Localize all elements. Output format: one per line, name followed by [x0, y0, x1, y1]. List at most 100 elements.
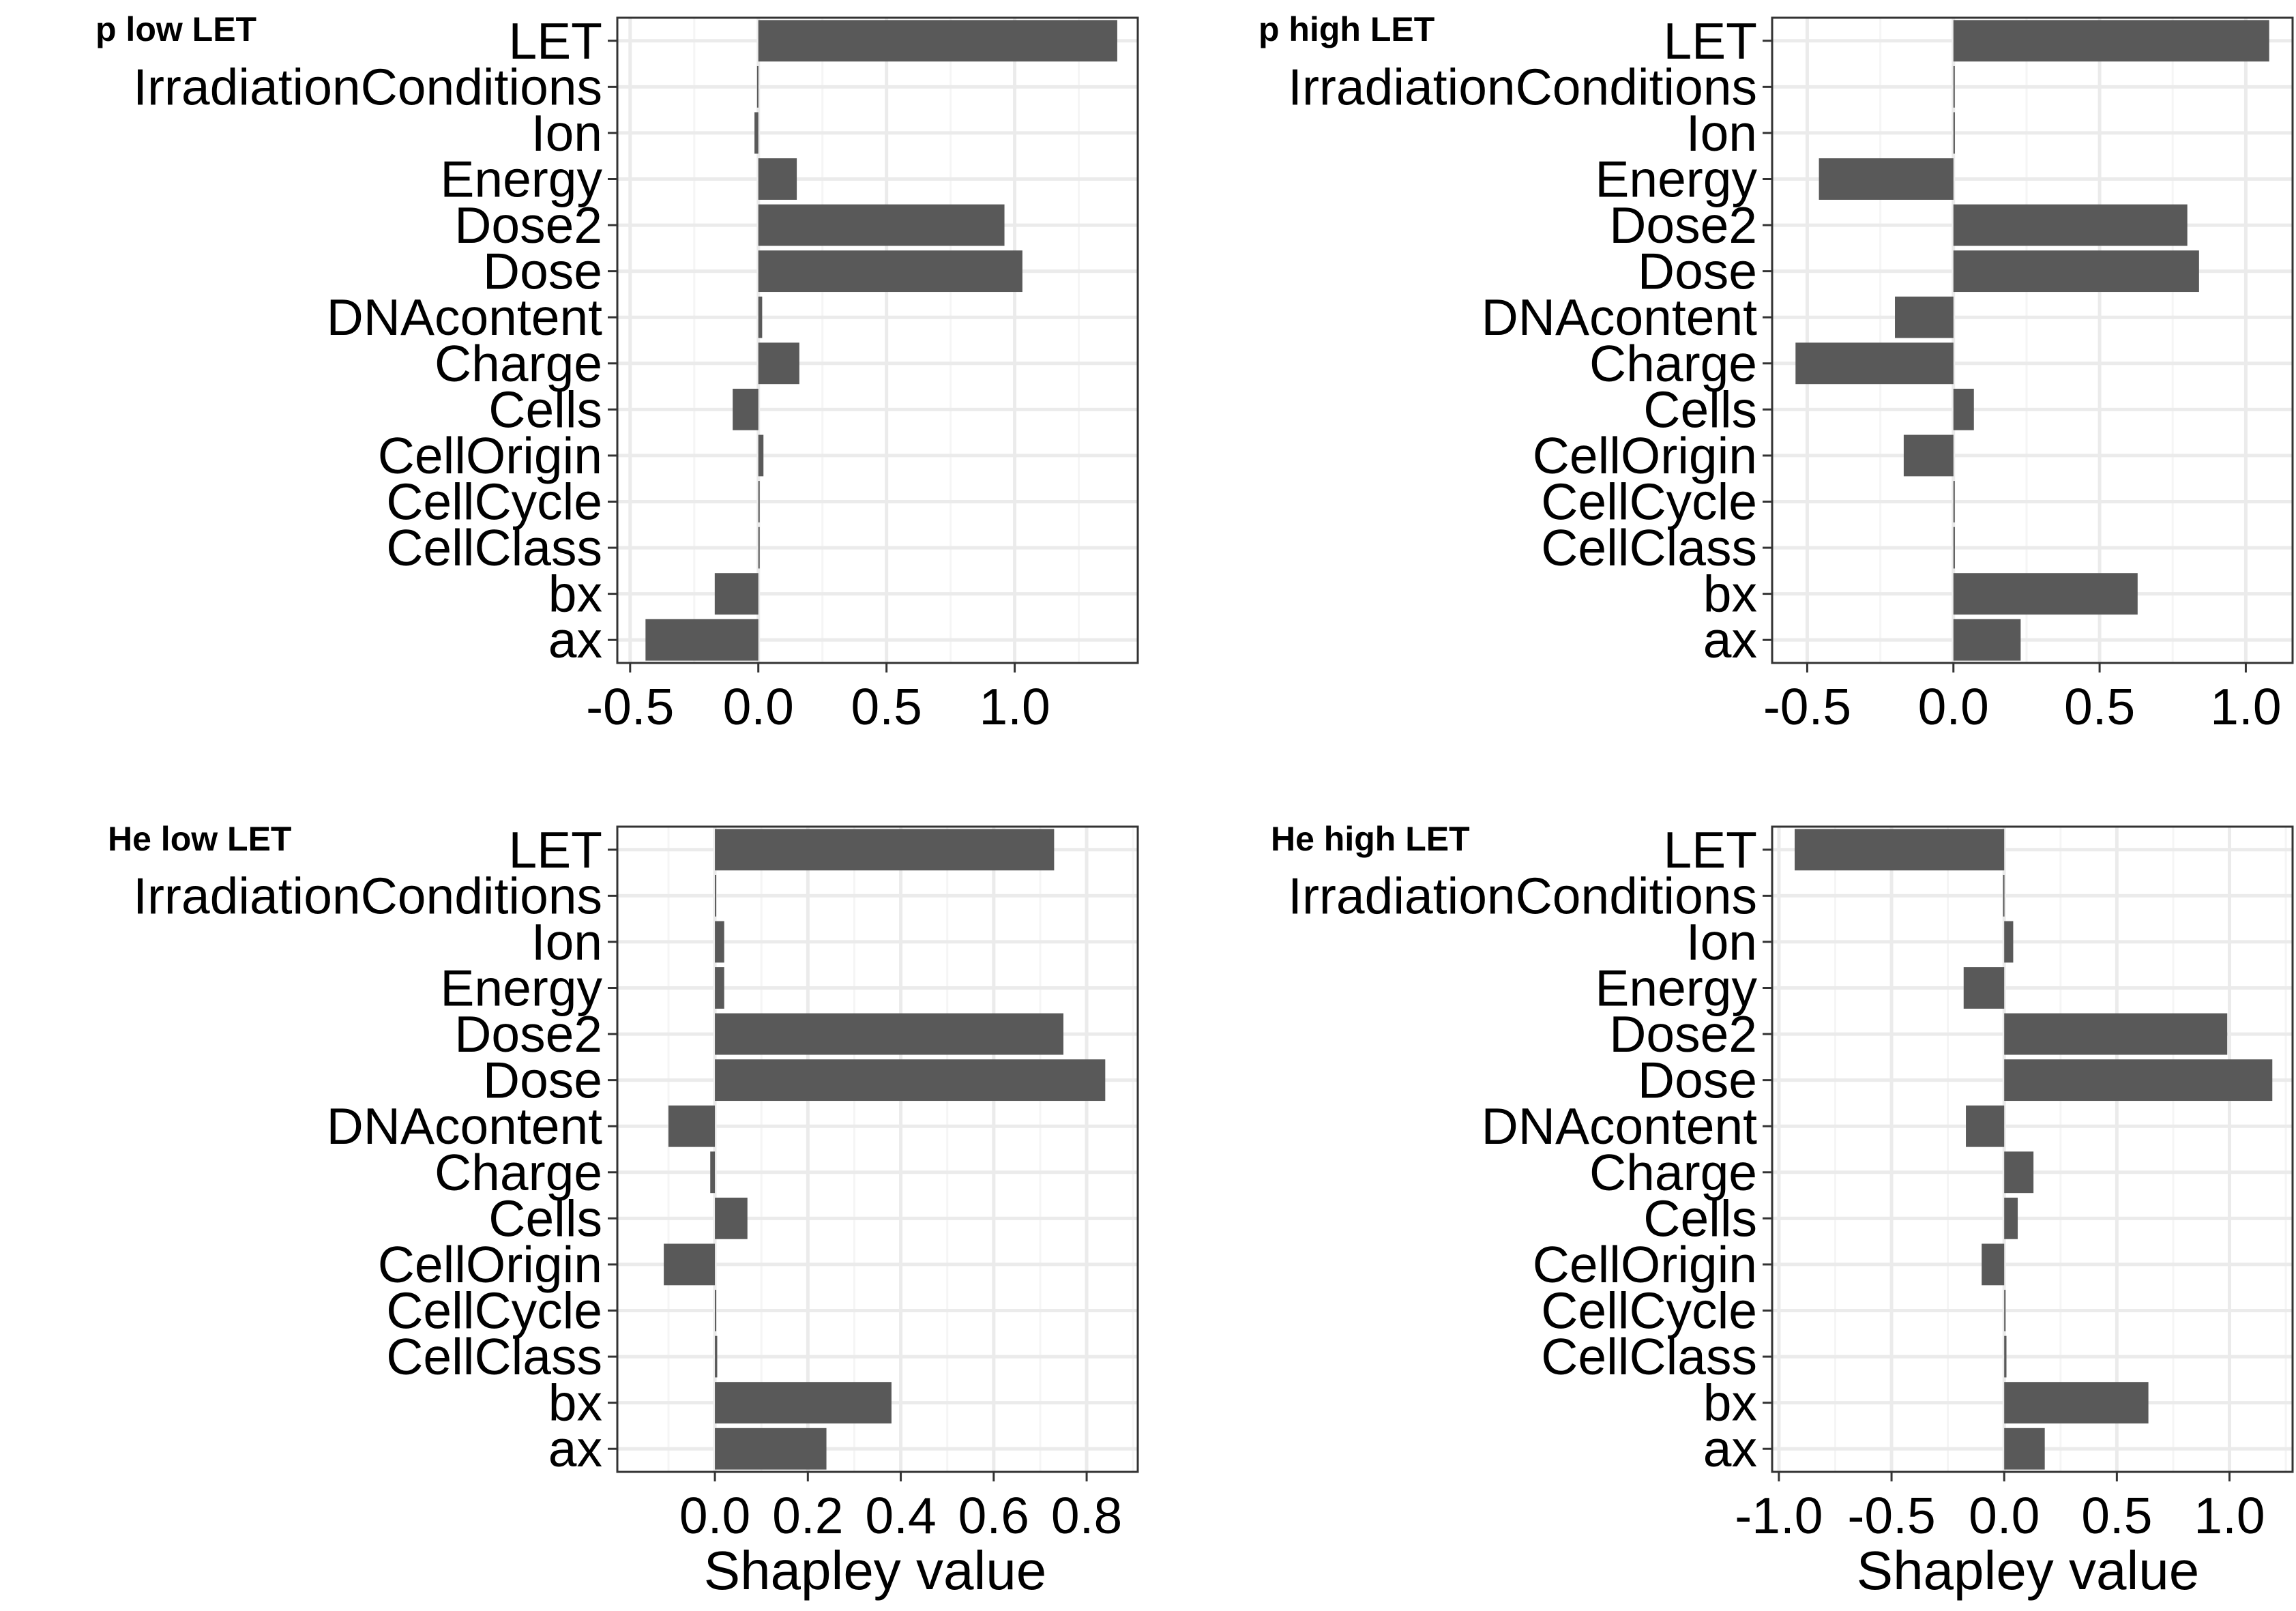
category-label: Cells — [1643, 381, 1757, 438]
category-label: DNAcontent — [1482, 289, 1758, 346]
bar-charge — [758, 342, 799, 385]
category-label: Energy — [440, 960, 602, 1017]
category-axis-labels: LETIrradiationConditionsIonEnergyDose2Do… — [1288, 12, 1772, 668]
panel-border — [616, 825, 1139, 1473]
category-label: IrradiationConditions — [133, 58, 602, 115]
bar-bx — [714, 573, 759, 615]
x-axis-ticks: 0.0 0.2 0.4 0.6 0.8 — [679, 1472, 1122, 1544]
category-label: DNAcontent — [327, 289, 603, 346]
bar-dose2 — [758, 204, 1005, 246]
bar-bx — [715, 1382, 892, 1424]
bar-dose — [1953, 250, 2199, 293]
x-tick-label: 1.0 — [979, 678, 1050, 735]
x-axis-ticks: -1.0 -0.5 0.0 0.5 1.0 — [1735, 1472, 2265, 1544]
category-label: Dose2 — [454, 1005, 602, 1063]
bar-dnacontent — [668, 1105, 716, 1147]
category-label: bx — [1703, 565, 1757, 623]
bar-let — [758, 20, 1117, 62]
bar-cellclass — [758, 527, 760, 569]
x-axis-ticks: -0.5 0.0 0.5 1.0 — [1763, 663, 2282, 735]
bar-charge — [2004, 1151, 2034, 1194]
panel-frame — [616, 16, 1139, 664]
category-label: IrradiationConditions — [133, 867, 602, 924]
category-label: CellClass — [1541, 1328, 1757, 1385]
bar-cellclass — [1953, 527, 1955, 569]
bar-dose — [758, 250, 1022, 293]
category-label: ax — [1703, 1420, 1757, 1477]
bar-energy — [715, 967, 724, 1009]
panel-p-high-let: LETIrradiationConditionsIonEnergyDose2Do… — [1259, 10, 2294, 735]
bar-ax — [2004, 1428, 2045, 1470]
bar-cellorigin — [1982, 1243, 2005, 1286]
category-label: CellCycle — [386, 1282, 602, 1340]
bar-dnacontent — [1966, 1105, 2005, 1147]
panel-frame — [616, 825, 1139, 1473]
panel-border — [1771, 16, 2294, 664]
x-tick-label: 0.5 — [2064, 678, 2135, 735]
x-tick-label: 0.0 — [1969, 1487, 2040, 1544]
bar-irradiationconditions — [1953, 65, 1955, 108]
x-tick-label: 0.0 — [723, 678, 794, 735]
panel-bars — [664, 829, 1106, 1470]
bar-cells — [715, 1197, 748, 1239]
category-label: Charge — [435, 335, 602, 392]
bar-bx — [2004, 1382, 2149, 1424]
bar-irradiationconditions — [756, 65, 759, 108]
category-label: DNAcontent — [1482, 1097, 1758, 1155]
bar-ion — [2004, 921, 2014, 963]
bar-irradiationconditions — [2003, 874, 2005, 917]
category-label: DNAcontent — [327, 1097, 603, 1155]
x-tick-label: 0.4 — [865, 1487, 936, 1544]
panel-border — [616, 16, 1139, 664]
category-label: Ion — [531, 104, 602, 162]
category-axis-labels: LETIrradiationConditionsIonEnergyDose2Do… — [1288, 821, 1772, 1477]
bar-charge — [1795, 342, 1954, 385]
category-label: Cells — [488, 1189, 602, 1247]
category-label: CellCycle — [1541, 1282, 1757, 1340]
category-label: CellClass — [386, 519, 602, 576]
bar-cellcycle — [715, 1290, 717, 1331]
bar-cellclass — [715, 1335, 718, 1378]
category-label: CellClass — [1541, 519, 1757, 576]
category-label: IrradiationConditions — [1288, 58, 1757, 115]
category-label: Charge — [1589, 1144, 1757, 1201]
bar-bx — [1953, 573, 2138, 615]
category-label: LET — [508, 12, 602, 70]
bar-energy — [1819, 158, 1954, 200]
bar-let — [1795, 829, 2005, 871]
category-label: LET — [508, 821, 602, 878]
panel-p-low-let: LETIrradiationConditionsIonEnergyDose2Do… — [95, 10, 1139, 735]
x-tick-label: -0.5 — [586, 678, 674, 735]
bar-energy — [758, 158, 797, 200]
bar-cellcycle — [2004, 1290, 2006, 1331]
category-label: Energy — [440, 151, 602, 208]
category-label: Dose — [483, 243, 602, 300]
bar-cellorigin — [758, 434, 764, 477]
panel-bars — [645, 20, 1117, 661]
category-label: LET — [1663, 821, 1757, 878]
bar-dose2 — [1953, 204, 2188, 246]
x-tick-label: 1.0 — [2210, 678, 2281, 735]
bar-cells — [2004, 1197, 2018, 1239]
panel-frame — [1771, 825, 2294, 1473]
panel-title: He low LET — [108, 820, 291, 858]
x-tick-label: -0.5 — [1763, 678, 1851, 735]
x-tick-label: 0.0 — [679, 1487, 750, 1544]
category-label: bx — [548, 1374, 602, 1432]
category-label: Charge — [435, 1144, 602, 1201]
category-label: CellOrigin — [378, 1236, 602, 1293]
category-label: CellCycle — [1541, 473, 1757, 531]
panel-he-low-let: LETIrradiationConditionsIonEnergyDose2Do… — [108, 820, 1139, 1601]
x-axis-title: Shapley value — [704, 1540, 1047, 1601]
x-tick-label: 0.8 — [1051, 1487, 1122, 1544]
category-label: CellCycle — [386, 473, 602, 531]
bar-ion — [754, 112, 759, 154]
category-label: IrradiationConditions — [1288, 867, 1757, 924]
bar-cellcycle — [1953, 481, 1955, 522]
panel-frame — [1771, 16, 2294, 664]
category-label: Dose — [483, 1052, 602, 1109]
category-label: Ion — [531, 913, 602, 971]
panel-title: p high LET — [1259, 10, 1434, 48]
bar-cellclass — [2004, 1335, 2007, 1378]
